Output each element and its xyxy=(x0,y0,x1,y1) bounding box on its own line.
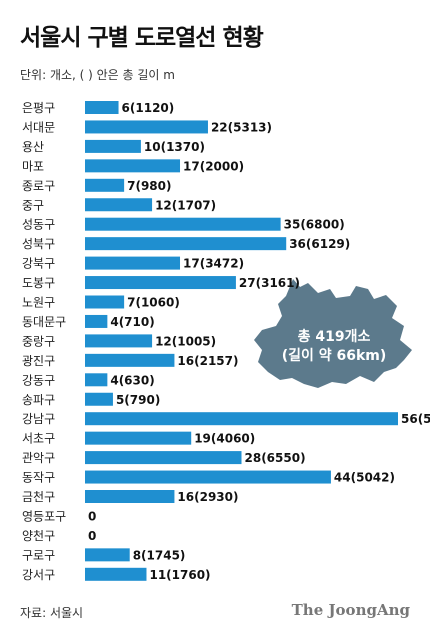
value-label: 35(6800) xyxy=(284,218,345,232)
bar xyxy=(85,490,175,503)
district-label: 성동구 xyxy=(22,218,55,232)
value-label: 5(790) xyxy=(116,393,160,407)
value-label: 12(1707) xyxy=(155,198,216,212)
district-label: 용산 xyxy=(22,140,44,154)
value-label: 17(3472) xyxy=(183,257,244,271)
district-label: 중구 xyxy=(22,198,44,212)
value-label: 0 xyxy=(88,529,96,543)
bar xyxy=(85,120,208,134)
district-label: 강동구 xyxy=(22,373,55,387)
value-label: 17(2000) xyxy=(183,159,244,173)
bar xyxy=(85,431,192,445)
bar xyxy=(85,198,153,212)
district-label: 동대문구 xyxy=(22,315,66,329)
value-label: 12(1005) xyxy=(155,334,216,348)
seoul-map-icon: 총 419개소 (길이 약 66km) xyxy=(254,279,412,388)
bar xyxy=(85,548,130,562)
bar xyxy=(85,334,153,348)
bar xyxy=(85,256,181,270)
seoul-map-shape xyxy=(254,279,412,388)
source-note: 자료: 서울시 xyxy=(20,606,84,620)
district-label: 성북구 xyxy=(22,237,55,251)
value-label: 27(3161) xyxy=(239,276,300,290)
district-label: 금천구 xyxy=(22,489,55,504)
bar xyxy=(85,451,242,465)
bar xyxy=(85,139,141,153)
district-label: 송파구 xyxy=(22,393,55,407)
bar xyxy=(85,276,236,290)
bar xyxy=(85,353,175,367)
district-label: 노원구 xyxy=(22,296,55,310)
value-label: 6(1120) xyxy=(122,101,175,115)
district-label: 마포 xyxy=(22,159,44,173)
district-label: 은평구 xyxy=(22,101,55,115)
total-count-label: 총 419개소 xyxy=(298,329,371,345)
bar xyxy=(85,373,108,387)
district-label: 서대문 xyxy=(22,120,55,134)
district-label: 영등포구 xyxy=(22,509,66,523)
chart-title: 서울시 구별 도로열선 현황 xyxy=(20,25,264,51)
value-label: 16(2930) xyxy=(177,490,238,504)
value-label: 16(2157) xyxy=(177,354,238,368)
bar xyxy=(85,101,119,114)
district-label: 동작구 xyxy=(22,471,55,485)
bar xyxy=(85,392,113,406)
district-label: 강북구 xyxy=(22,257,55,271)
value-label: 28(6550) xyxy=(245,451,306,465)
value-label: 22(5313) xyxy=(211,120,272,134)
value-label: 7(1060) xyxy=(127,296,180,310)
district-label: 강서구 xyxy=(22,568,55,582)
value-label: 4(630) xyxy=(110,373,154,387)
bars-group: 은평구 6(1120) 서대문 22(5313) 용산 10(1370) 마포 17(2000… xyxy=(22,101,430,582)
value-label: 4(710) xyxy=(110,315,154,329)
district-label: 관악구 xyxy=(22,451,55,465)
bar xyxy=(85,314,108,328)
district-label: 강남구 xyxy=(22,412,55,426)
bar xyxy=(85,295,125,309)
bar xyxy=(85,567,147,581)
value-label: 44(5042) xyxy=(334,471,395,485)
district-label: 광진구 xyxy=(22,354,55,368)
bar xyxy=(85,178,125,192)
value-label: 56(5380) xyxy=(401,412,430,426)
bar xyxy=(85,237,287,251)
chart-subtitle: 단위: 개소, ( ) 안은 총 길이 m xyxy=(20,68,175,82)
district-label: 종로구 xyxy=(22,179,55,193)
value-label: 10(1370) xyxy=(144,140,205,154)
total-length-label: (길이 약 66km) xyxy=(282,347,387,364)
value-label: 0 xyxy=(88,509,96,523)
value-label: 8(1745) xyxy=(133,548,186,562)
district-label: 양천구 xyxy=(22,528,55,543)
value-label: 7(980) xyxy=(127,179,171,193)
district-label: 구로구 xyxy=(22,548,55,562)
publisher-logo: The JoongAng xyxy=(291,601,410,619)
district-label: 중랑구 xyxy=(22,334,55,348)
bar xyxy=(85,412,398,426)
district-label: 서초구 xyxy=(22,432,55,446)
value-label: 11(1760) xyxy=(149,568,210,582)
bar xyxy=(85,159,181,173)
value-label: 19(4060) xyxy=(194,432,255,446)
bar xyxy=(85,470,331,484)
value-label: 36(6129) xyxy=(289,237,350,251)
district-label: 도봉구 xyxy=(22,276,55,290)
bar xyxy=(85,217,281,231)
